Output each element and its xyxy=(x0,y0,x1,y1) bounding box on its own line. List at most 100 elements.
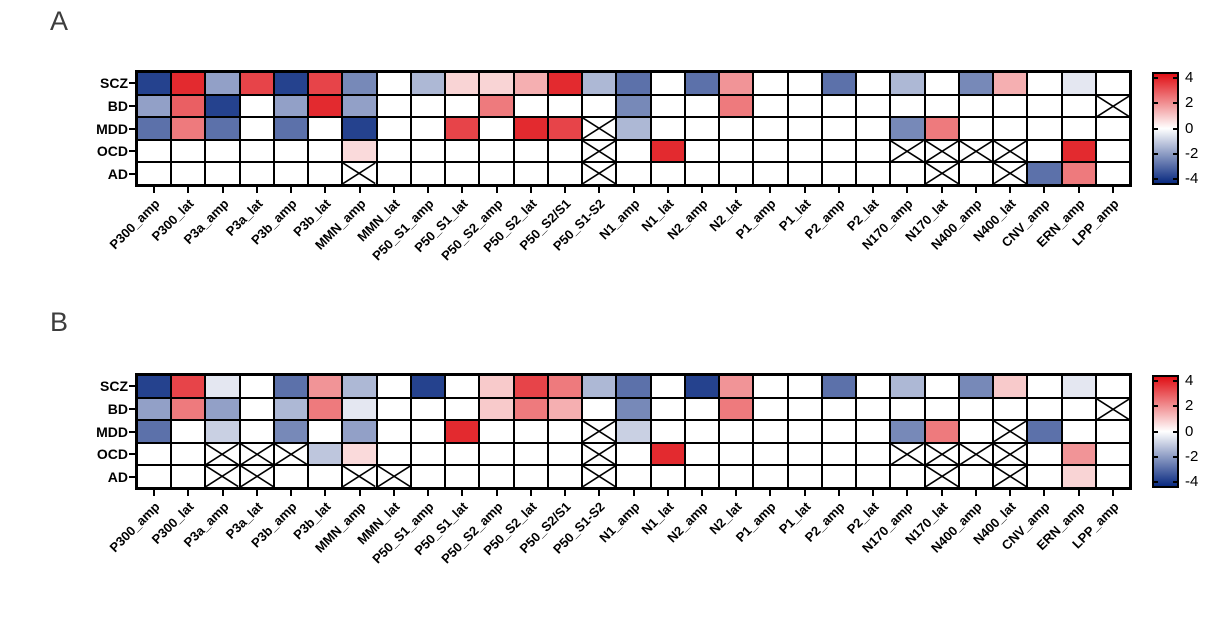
x-axis-tick xyxy=(221,490,224,496)
row-label-SCZ: SCZ xyxy=(100,75,128,92)
crossed-out-icon xyxy=(925,140,958,162)
col-label-N400_lat: N400_lat xyxy=(970,499,1019,548)
cell-SCZ-P50_S1_lat xyxy=(446,376,479,397)
crossed-out-icon xyxy=(1096,398,1129,420)
col-label-MMN_lat: MMN_lat xyxy=(353,499,403,548)
colorbar-tick-label: 0 xyxy=(1185,422,1194,440)
cell-SCZ-ERN_amp xyxy=(1062,73,1095,94)
cell-SCZ-P300_amp xyxy=(138,73,171,94)
cell-BD-N2_lat xyxy=(720,398,753,420)
cell-BD-N2_amp xyxy=(685,95,719,117)
row-label-MDD: MDD xyxy=(96,120,128,137)
crossed-out-icon xyxy=(583,421,616,442)
cell-SCZ-ERN_amp xyxy=(1062,376,1095,397)
x-axis-tick xyxy=(666,490,669,496)
colorbar-tick xyxy=(1173,405,1177,408)
cell-SCZ-P300_lat xyxy=(172,73,205,94)
cell-OCD-P300_lat xyxy=(172,140,205,162)
cell-OCD-P50_S1_lat xyxy=(446,443,479,465)
x-axis-tick xyxy=(1077,490,1080,496)
cell-BD-N1_amp xyxy=(617,398,650,420)
col-label-P2_lat: P2_lat xyxy=(844,499,882,537)
colorbar xyxy=(1152,72,1179,185)
crossed-out-icon xyxy=(583,443,616,465)
y-axis-tick xyxy=(129,82,136,85)
cell-BD-P50_S2_amp xyxy=(480,95,513,117)
cell-MDD-CNV_amp xyxy=(1028,421,1061,442)
cell-AD-ERN_amp xyxy=(1062,466,1095,487)
x-axis-tick xyxy=(906,187,909,193)
cell-MDD-P2_lat xyxy=(857,421,890,442)
cell-OCD-P1_lat xyxy=(788,443,821,465)
cell-AD-P2_lat xyxy=(857,163,890,184)
cell-BD-P50_S2_lat xyxy=(514,398,547,420)
colorbar xyxy=(1152,375,1179,488)
col-label-N170_lat: N170_lat xyxy=(901,196,951,245)
x-axis-tick xyxy=(427,490,430,496)
x-axis-tick xyxy=(461,187,464,193)
cell-OCD-P2_amp xyxy=(822,140,856,162)
crossed-out-icon xyxy=(994,421,1027,442)
cell-OCD-N2_amp xyxy=(685,140,719,162)
x-axis-tick xyxy=(290,187,293,193)
cell-AD-P3b_lat xyxy=(309,163,342,184)
crossed-out-icon xyxy=(994,163,1027,184)
cell-OCD-P50_S2_lat xyxy=(514,140,547,162)
col-label-P3a_lat: P3a_lat xyxy=(222,196,266,239)
cell-AD-P3b_amp xyxy=(274,466,308,487)
cell-MDD-N170_lat xyxy=(925,421,958,442)
cell-BD-P50_S2_lat xyxy=(514,95,547,117)
cell-BD-N400_lat xyxy=(994,95,1027,117)
cell-SCZ-P3b_lat xyxy=(309,376,342,397)
cell-SCZ-P1_amp xyxy=(754,376,787,397)
cell-BD-CNV_amp xyxy=(1028,398,1061,420)
x-axis-tick xyxy=(700,490,703,496)
cell-MDD-LPP_amp xyxy=(1096,421,1129,442)
cell-SCZ-N170_amp xyxy=(891,376,924,397)
row-label-BD: BD xyxy=(107,400,128,417)
x-axis-tick xyxy=(255,187,258,193)
col-label-P3a_amp: P3a_amp xyxy=(180,499,232,550)
cell-BD-P3a_amp xyxy=(206,398,239,420)
x-axis-tick xyxy=(358,187,361,193)
cell-AD-P2_lat xyxy=(857,466,890,487)
cell-BD-N400_amp xyxy=(959,95,993,117)
cell-BD-N400_amp xyxy=(959,398,993,420)
cell-AD-P50_S1_lat xyxy=(446,163,479,184)
cell-OCD-N170_amp xyxy=(891,443,924,465)
x-axis-tick xyxy=(1111,187,1114,193)
cell-MDD-N400_amp xyxy=(959,118,993,139)
colorbar-tick xyxy=(1173,102,1177,105)
cell-MDD-P2_amp xyxy=(822,118,856,139)
cell-AD-P1_amp xyxy=(754,466,787,487)
cell-AD-N400_lat xyxy=(994,466,1027,487)
col-label-LPP_amp: LPP_amp xyxy=(1068,196,1122,249)
cell-AD-N2_amp xyxy=(685,466,719,487)
row-label-OCD: OCD xyxy=(96,446,128,463)
cell-OCD-P3b_amp xyxy=(274,443,308,465)
cell-OCD-P50_S1-S2 xyxy=(583,140,616,162)
cell-BD-N1_amp xyxy=(617,95,650,117)
colorbar-tick-label: 4 xyxy=(1185,372,1194,390)
x-axis-tick xyxy=(906,490,909,496)
x-axis-tick xyxy=(221,187,224,193)
colorbar-tick-label: -2 xyxy=(1185,144,1199,162)
colorbar-tick xyxy=(1154,480,1158,483)
cell-MDD-N400_lat xyxy=(994,118,1027,139)
cell-SCZ-N1_amp xyxy=(617,73,650,94)
cell-BD-MMN_amp xyxy=(343,95,376,117)
x-axis-tick xyxy=(1043,187,1046,193)
cell-AD-P1_lat xyxy=(788,466,821,487)
cell-BD-N170_amp xyxy=(891,398,924,420)
cell-OCD-LPP_amp xyxy=(1096,443,1129,465)
cell-BD-P1_lat xyxy=(788,95,821,117)
cell-AD-N400_amp xyxy=(959,163,993,184)
cell-SCZ-N400_lat xyxy=(994,376,1027,397)
col-label-P1_amp: P1_amp xyxy=(733,196,780,242)
cell-AD-N400_lat xyxy=(994,163,1027,184)
cell-OCD-P50_S1_lat xyxy=(446,140,479,162)
cell-MDD-N2_lat xyxy=(720,421,753,442)
cell-AD-N2_lat xyxy=(720,466,753,487)
cell-OCD-P3a_amp xyxy=(206,140,239,162)
cell-AD-P50_S1_amp xyxy=(411,466,445,487)
